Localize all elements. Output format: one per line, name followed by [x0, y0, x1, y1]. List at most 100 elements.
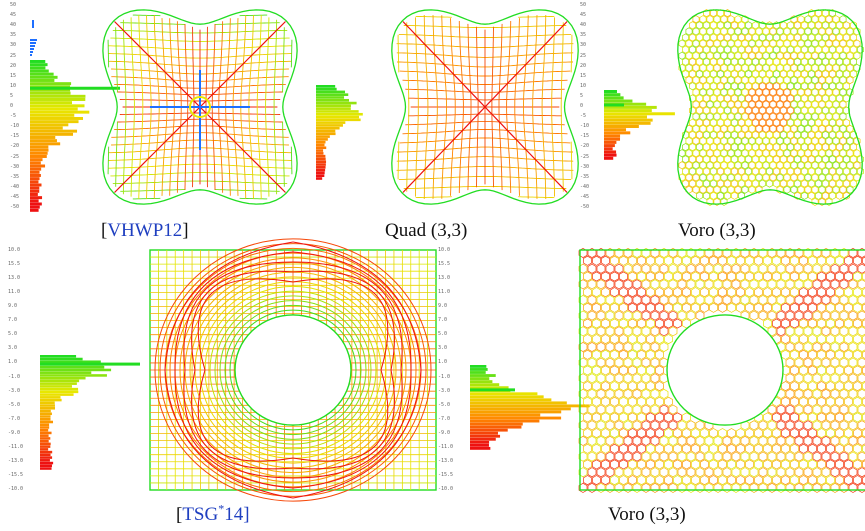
mesh-voro33-top	[677, 9, 864, 206]
scale-tick: -20	[10, 143, 20, 150]
scale-tick: -25	[580, 153, 590, 160]
scale-tick: -45	[580, 193, 590, 200]
scale-tick: 35	[10, 32, 17, 39]
scale-tsg14-right: 10.0 15.5 13.0 11.0 9.0 7.0 5.0 3.0 1.0 -1.0 -3.0 -…	[438, 248, 462, 493]
caption-voro33-top: Voro (3,3)	[678, 220, 756, 241]
caption-voro33-bottom: Voro (3,3)	[608, 504, 686, 525]
scale-tick: 11.0	[8, 289, 21, 296]
scale-tick: -10.0	[438, 486, 454, 492]
scale-tick: 15.5	[8, 261, 21, 268]
scale-tick: 1.0	[8, 359, 18, 366]
scale-tick: 11.0	[438, 289, 451, 296]
scale-tick: -5.0	[8, 401, 21, 408]
scale-tick: 30	[580, 42, 587, 49]
panel-vhwp12: 50 45 40 35 30 25 20 15 10 5 0 -5 -10 -15 -20 -25 -30 -35…	[0, 0, 320, 215]
histogram-voro33-bottom	[470, 365, 590, 450]
panel-tsg14: 10.0 15.5 13.0 11.0 9.0 7.0 5.0 3.0 1.0 -1.0 -3.0 -…	[0, 238, 462, 502]
scale-tick: -7.0	[438, 415, 451, 422]
scale-tick: -13.0	[8, 457, 24, 464]
scale-tick: 1.0	[438, 359, 448, 366]
scale-tick: 50	[580, 2, 587, 8]
scale-tick: 9.0	[8, 303, 18, 310]
histogram-voro33-top	[604, 90, 675, 160]
scale-tick: 15.5	[438, 261, 451, 268]
scale-tick: 13.0	[438, 275, 451, 282]
scale-tick: 10.0	[8, 247, 21, 253]
scale-tick: -1.0	[8, 373, 21, 380]
scale-tick: -11.0	[438, 443, 454, 450]
scale-tick: -10	[10, 123, 20, 130]
scale-tick: -10.0	[8, 486, 24, 492]
scale-tick: -30	[10, 163, 20, 170]
scale-tick: -25	[10, 153, 20, 160]
scale-tick: -10	[580, 123, 590, 130]
scale-tick: 40	[10, 22, 17, 29]
scale-tick: 40	[580, 22, 587, 29]
histogram-tsg14	[40, 355, 140, 470]
scale-tick: -40	[580, 183, 590, 190]
caption-tsg14[interactable]: [TSG*14]	[176, 502, 250, 526]
scale-tick: -5	[580, 113, 587, 120]
scale-tick: -20	[580, 143, 590, 150]
scale-tick: -45	[10, 193, 20, 200]
scale-tick: -9.0	[438, 429, 451, 436]
caption-quad33: Quad (3,3)	[385, 220, 468, 241]
panel-quad33: 50 45 40 35 30 25 20 15 10 5 0 -5 -10 -15 -20 -25 -30 -35…	[300, 0, 610, 215]
scale-tick: -7.0	[8, 415, 21, 422]
scale-tick: -50	[10, 204, 20, 210]
scale-tick: -3.0	[8, 387, 21, 394]
scale-tick: -15	[580, 133, 590, 140]
scale-tick: 20	[10, 62, 17, 69]
scale-tick: 15	[10, 72, 17, 79]
scale-tick: -35	[10, 173, 20, 180]
caption-vhwp12[interactable]: [VHWP12]	[101, 220, 189, 241]
scale-vhwp12: 50 45 40 35 30 25 20 15 10 5 0 -5 -10 -15 -20 -25 -30 -35…	[10, 3, 30, 211]
histogram-vhwp12	[30, 20, 120, 212]
scale-tick: -11.0	[8, 443, 24, 450]
scale-tick: 5.0	[438, 331, 448, 338]
citation-link[interactable]: VHWP12	[107, 220, 183, 241]
scale-tick: 30	[10, 42, 17, 49]
mesh-tsg14	[149, 238, 437, 502]
scale-tick: -15	[10, 133, 20, 140]
citation-link[interactable]: TSG*14]	[182, 502, 250, 526]
scale-tick: 25	[580, 52, 587, 59]
scale-tick: 35	[580, 32, 587, 39]
scale-tick: -40	[10, 183, 20, 190]
scale-tick: -50	[580, 204, 590, 210]
scale-tick: -5.0	[438, 401, 451, 408]
mesh-quad33	[391, 9, 579, 205]
scale-tick: 15	[580, 72, 587, 79]
scale-tick: 10.0	[438, 247, 451, 253]
scale-tick: 10	[580, 82, 587, 89]
scale-tick: -35	[580, 173, 590, 180]
panel-voro33-top	[580, 0, 865, 215]
scale-tick: -30	[580, 163, 590, 170]
mesh-voro33-bottom	[578, 247, 865, 493]
scale-tick: 9.0	[438, 303, 448, 310]
scale-tick: -15.5	[438, 471, 454, 478]
scale-tsg14-left: 10.0 15.5 13.0 11.0 9.0 7.0 5.0 3.0 1.0 -1.0 -3.0 -…	[8, 248, 32, 493]
scale-quad33: 50 45 40 35 30 25 20 15 10 5 0 -5 -10 -15 -20 -25 -30 -35…	[580, 3, 600, 211]
scale-tick: 5	[580, 92, 584, 99]
scale-tick: 50	[10, 2, 17, 8]
scale-tick: -15.5	[8, 471, 24, 478]
scale-tick: 45	[580, 12, 587, 19]
panel-voro33-bottom	[465, 245, 865, 497]
scale-tick: -1.0	[438, 373, 451, 380]
histogram-quad33	[316, 85, 363, 180]
scale-tick: 3.0	[8, 345, 18, 352]
scale-tick: 7.0	[8, 317, 18, 324]
scale-tick: -5	[10, 113, 17, 120]
scale-tick: 3.0	[438, 345, 448, 352]
scale-tick: 5.0	[8, 331, 18, 338]
scale-tick: -9.0	[8, 429, 21, 436]
mesh-vhwp12	[102, 9, 298, 205]
scale-tick: 0	[580, 103, 584, 109]
scale-tick: 13.0	[8, 275, 21, 282]
scale-tick: -3.0	[438, 387, 451, 394]
scale-tick: 10	[10, 82, 17, 89]
scale-tick: -13.0	[438, 457, 454, 464]
scale-tick: 0	[10, 103, 14, 109]
scale-tick: 25	[10, 52, 17, 59]
